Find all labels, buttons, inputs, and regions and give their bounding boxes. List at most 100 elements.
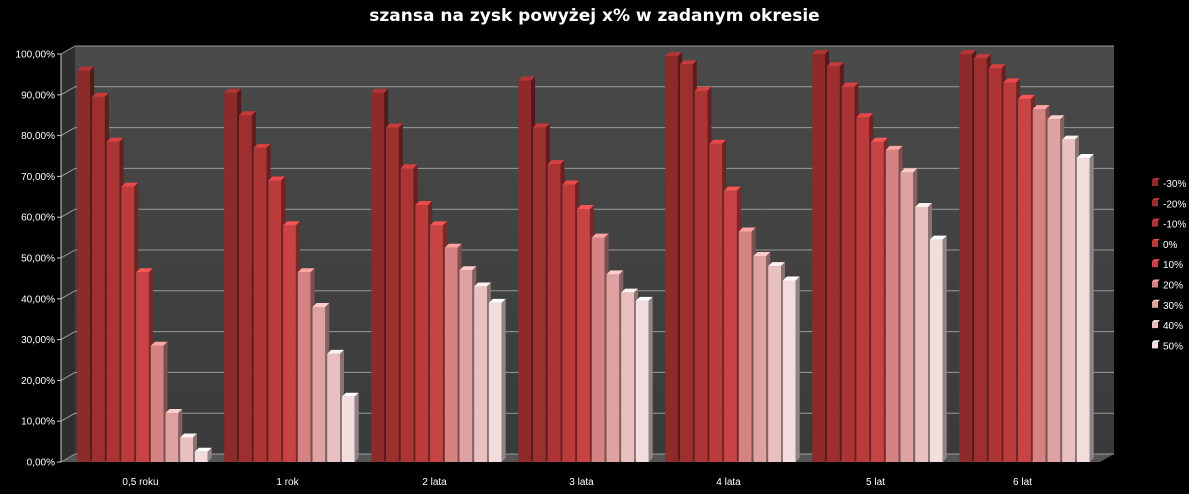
legend-label: 40% [1163,321,1183,332]
legend-swatch-top [1152,320,1160,323]
legend-item: 10% [1152,259,1183,271]
bar-front [1003,82,1017,462]
bar-front [165,413,179,462]
bar-front [915,207,928,462]
bar-front [121,186,135,462]
bar-front [488,302,502,462]
bar-front [77,70,91,462]
bar [694,86,712,462]
bar-front [900,172,914,462]
bar-front [312,306,326,462]
bar [709,139,727,462]
bar [871,137,888,462]
y-tick-label: 80,00% [21,131,55,142]
bar-front [1047,119,1061,462]
bar [1047,115,1065,462]
legend-swatch [1152,301,1158,308]
bar [753,251,771,462]
bar [533,123,550,462]
bar-top [297,268,315,273]
bar-front [680,64,693,462]
bar-top [871,137,888,142]
bar-front [194,451,208,462]
bar-top [988,64,1006,69]
bar-side [795,276,800,462]
bar-front [253,147,267,462]
legend-swatch [1152,342,1158,349]
legend-swatch [1152,240,1158,247]
bar [194,447,212,462]
bar [885,145,903,462]
bar [915,203,932,462]
legend-item: -20% [1152,198,1186,210]
bar [929,235,947,462]
bar-top [386,123,403,128]
gridline-side [60,208,76,218]
bar-front [577,209,590,462]
bar-front [724,190,737,462]
legend-item: 30% [1152,299,1183,312]
bar-front [1032,109,1046,462]
bar-front [92,96,105,462]
bar-front [518,80,532,463]
bar [239,111,256,462]
bar-side [354,392,359,462]
legend-swatch [1152,281,1158,288]
bar [297,268,315,462]
bar-top [812,50,830,54]
bar-front [371,92,385,462]
bar-top [268,176,286,181]
bar-side [501,298,506,462]
bar [680,60,697,462]
chart-title: szansa na zysk powyżej x% w zadanym okre… [369,6,820,26]
bar-top [239,111,256,116]
bar-top [694,86,712,91]
bar [591,233,609,462]
x-tick-label: 4 lata [716,477,741,488]
bar [621,288,638,462]
bar-top [1076,154,1094,159]
legend-item: 40% [1152,320,1183,332]
bar-top [1003,78,1021,83]
bar-front [283,225,296,462]
bar-top [533,123,550,128]
bar-top [518,76,536,81]
bar-top [915,203,932,207]
bar-front [738,231,752,462]
bar-top [459,266,477,271]
legend-swatch-top [1152,279,1160,282]
x-tick-label: 1 rok [276,477,299,488]
bar [1003,78,1021,462]
bar [606,270,624,462]
bar-top [253,143,271,148]
bar-front [827,66,840,463]
legend-item: -10% [1152,218,1186,231]
bar-front [224,92,238,462]
legend-label: -30% [1163,179,1186,190]
legend-swatch-top [1152,198,1160,201]
bar-top [885,145,903,150]
legend-swatch-top [1152,238,1160,241]
bar-front [753,255,767,462]
y-tick-label: 40,00% [21,294,55,305]
bar-top [92,92,109,97]
bar-front [856,117,870,463]
x-tick-label: 2 lata [422,477,447,488]
x-tick-label: 6 lat [1013,477,1032,488]
bar-front [782,280,796,462]
bar-top [841,82,859,87]
legend-swatch [1152,261,1158,268]
bar-top [312,302,330,307]
bar-top [121,182,139,187]
bar-top [77,66,95,71]
bar-top [929,235,947,240]
legend-item: 50% [1152,340,1183,352]
bar-front [635,300,649,462]
bar-front [533,127,546,462]
legend-swatch-top [1152,259,1160,262]
bar-front [180,437,193,462]
bar [253,143,271,462]
bar [768,262,785,462]
gridline-side [60,167,76,177]
legend-swatch-top [1152,178,1160,180]
